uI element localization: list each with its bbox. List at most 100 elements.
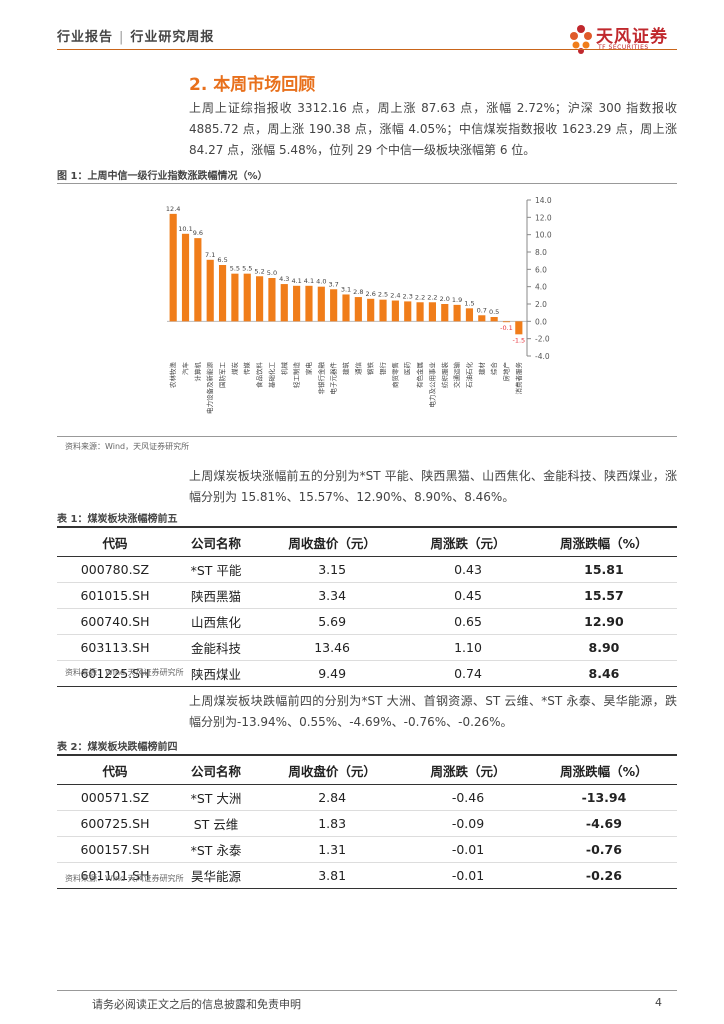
cell-company: *ST 永泰 xyxy=(172,836,260,863)
table-row: 600740.SH 山西焦化 5.69 0.65 12.90 xyxy=(57,608,677,635)
table-row: 600157.SH *ST 永泰 1.31 -0.01 -0.76 xyxy=(57,836,677,863)
bar-value-label: 0.5 xyxy=(489,308,499,316)
category-label: 轻工制造 xyxy=(292,362,301,389)
category-label: 汽车 xyxy=(181,362,190,376)
bar-value-label: 6.5 xyxy=(217,256,227,264)
category-label: 通信 xyxy=(353,362,362,376)
bar xyxy=(379,299,387,322)
header-close-price: 周收盘价（元） xyxy=(259,754,406,785)
bar-value-label: 3.7 xyxy=(328,280,338,288)
figure-caption-rule xyxy=(57,183,677,184)
cell-close-price: 2.84 xyxy=(259,784,406,811)
bar-value-label: 12.4 xyxy=(166,205,180,213)
bar xyxy=(169,213,177,322)
header-category: 行业报告 xyxy=(57,30,114,45)
header-company: 公司名称 xyxy=(172,754,260,785)
bar xyxy=(330,289,338,322)
cell-code: 601015.SH xyxy=(57,582,173,609)
cell-close-price: 5.69 xyxy=(259,608,406,635)
table-row: 000571.SZ *ST 大洲 2.84 -0.46 -13.94 xyxy=(57,784,677,811)
bar xyxy=(243,273,251,322)
cell-company: 昊华能源 xyxy=(172,862,260,889)
cell-close-price: 9.49 xyxy=(259,660,406,687)
cell-change: 0.45 xyxy=(405,582,531,609)
cell-change: 0.74 xyxy=(405,660,531,687)
figure-caption: 图 1：上周中信一级行业指数涨跌幅情况（%） xyxy=(57,171,268,182)
header-separator: | xyxy=(119,30,125,45)
footer-disclaimer: 请务必阅读正文之后的信息披露和免责申明 xyxy=(92,998,301,1011)
bar xyxy=(280,284,288,322)
top-losers-table: 代码 公司名称 周收盘价（元） 周涨跌（元） 周涨跌幅（%） 000571.SZ… xyxy=(57,754,677,889)
cell-code: 601101.SH xyxy=(57,862,173,889)
cell-close-price: 3.34 xyxy=(259,582,406,609)
table-header-row: 代码 公司名称 周收盘价（元） 周涨跌（元） 周涨跌幅（%） xyxy=(57,526,677,557)
cell-change-pct: 12.90 xyxy=(530,608,677,635)
cell-company: 山西焦化 xyxy=(172,608,260,635)
category-label: 综合 xyxy=(489,362,498,376)
header-change: 周涨跌（元） xyxy=(405,526,531,557)
cell-close-price: 13.46 xyxy=(259,634,406,661)
bar-value-label: 5.5 xyxy=(242,265,252,273)
category-label: 纺织服装 xyxy=(440,362,449,389)
bar-value-label: 7.1 xyxy=(205,251,215,259)
cell-change-pct: 15.81 xyxy=(530,556,677,583)
table-row: 000780.SZ *ST 平能 3.15 0.43 15.81 xyxy=(57,556,677,583)
table1-source: 资料来源：Wind 天风证券研究所 xyxy=(65,668,184,677)
bar-value-label: 10.1 xyxy=(178,225,192,233)
bar-value-label: -1.5 xyxy=(512,336,525,344)
header-change: 周涨跌（元） xyxy=(405,754,531,785)
bar-value-label: 0.7 xyxy=(477,306,487,314)
bar xyxy=(268,278,276,322)
header-code: 代码 xyxy=(57,526,173,557)
table-row: 601015.SH 陕西黑猫 3.34 0.45 15.57 xyxy=(57,582,677,609)
category-label: 家电 xyxy=(304,362,313,376)
cell-change-pct: -0.26 xyxy=(530,862,677,889)
category-label: 建筑 xyxy=(341,362,350,376)
bar xyxy=(502,321,511,323)
table-row: 603113.SH 金能科技 13.46 1.10 8.90 xyxy=(57,634,677,661)
cell-change: -0.01 xyxy=(405,862,531,889)
cell-company: 金能科技 xyxy=(172,634,260,661)
bar-value-label: 4.1 xyxy=(291,277,301,285)
header-subcategory: 行业研究周报 xyxy=(130,30,215,45)
cell-code: 603113.SH xyxy=(57,634,173,661)
cell-company: ST 云维 xyxy=(172,810,260,837)
bar xyxy=(515,321,523,335)
bar xyxy=(441,304,449,322)
bar-value-label: 5.2 xyxy=(254,267,264,275)
y-tick-label: -4.0 xyxy=(535,352,550,361)
y-tick-label: 8.0 xyxy=(535,248,547,257)
cell-code: 601225.SH xyxy=(57,660,173,687)
cell-change: 0.65 xyxy=(405,608,531,635)
bar xyxy=(391,300,399,322)
footer-divider xyxy=(57,990,677,991)
category-label: 基础化工 xyxy=(267,362,276,389)
bar-value-label: 2.2 xyxy=(415,293,425,301)
bar-value-label: 2.2 xyxy=(427,293,437,301)
category-label: 非银行金融 xyxy=(316,362,325,395)
category-label: 消费者服务 xyxy=(514,362,523,395)
category-label: 计算机 xyxy=(193,362,202,382)
top-gainers-paragraph: 上周煤炭板块涨幅前五的分别为*ST 平能、陕西黑猫、山西焦化、金能科技、陕西煤业… xyxy=(189,469,677,504)
header-close-price: 周收盘价（元） xyxy=(259,526,406,557)
bar-value-label: 4.0 xyxy=(316,278,326,286)
cell-change-pct: 8.46 xyxy=(530,660,677,687)
report-type-header: 行业报告 | 行业研究周报 xyxy=(57,26,214,45)
bar-value-label: 2.3 xyxy=(403,292,413,300)
bar-value-label: 2.4 xyxy=(390,292,400,300)
y-tick-label: 0.0 xyxy=(535,317,547,326)
cell-company: 陕西黑猫 xyxy=(172,582,260,609)
table1-caption: 表 1：煤炭板块涨幅榜前五 xyxy=(57,514,178,525)
table2-caption: 表 2：煤炭板块跌幅榜前四 xyxy=(57,742,178,753)
bar xyxy=(231,273,239,322)
header-code: 代码 xyxy=(57,754,173,785)
table-row: 601225.SH 陕西煤业 9.49 0.74 8.46 xyxy=(57,660,677,687)
cell-company: *ST 平能 xyxy=(172,556,260,583)
cell-code: 000780.SZ xyxy=(57,556,173,583)
bar xyxy=(342,294,350,322)
table-row: 600725.SH ST 云维 1.83 -0.09 -4.69 xyxy=(57,810,677,837)
bar xyxy=(206,259,214,322)
bar xyxy=(293,285,301,322)
y-tick-label: 4.0 xyxy=(535,283,547,292)
category-label: 机械 xyxy=(279,362,288,376)
